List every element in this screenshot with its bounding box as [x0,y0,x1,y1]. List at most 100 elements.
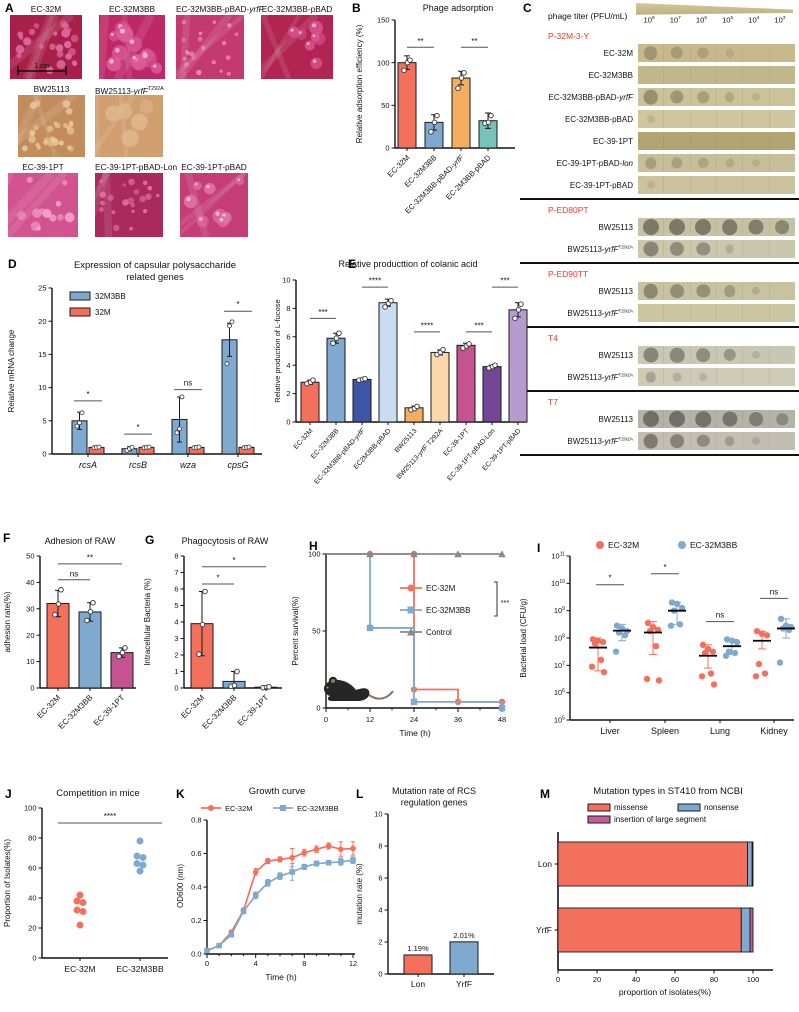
phage-spot [698,157,709,169]
legend-label: EC-32M3BB [297,804,339,813]
data-point [763,632,771,639]
marker [325,843,332,849]
x-axis-label: Time (h) [399,728,430,738]
titer-exp-label: 106 [695,15,707,25]
data-point [710,681,718,688]
sup-el: 6 [704,15,707,20]
data-point [755,660,763,668]
titer-cell [717,66,744,84]
y-tick-label: 20 [28,924,36,933]
plate-label: EC-32M3BB-pBAD-yrfF [176,4,264,15]
titer-cell [691,346,717,364]
titer-cell [770,368,795,386]
titer-cell [717,346,744,364]
y-tick-label: 1 [174,667,178,676]
titer-cell [638,44,665,62]
phage-spot [670,434,684,448]
tspan-el: EC-32M3BB [57,693,95,731]
sup-el: 4 [756,15,760,20]
phage-spot [724,92,735,102]
phage-spot [696,348,711,362]
colony [46,125,54,132]
tspan-el: 9 [562,606,565,612]
titer-cell [664,44,691,62]
y-axis-label: Proportion of Isolates(%) [3,839,12,927]
sig-label: *** [474,321,483,330]
panel-letter-l: L [356,787,364,801]
data-point [485,119,492,126]
x-tick-label: Kidney [760,726,788,736]
circle-el [129,39,135,44]
marker [240,908,247,915]
phage-spot [642,219,659,235]
spot-assay-row: BW25113 [520,218,799,236]
sup-el: 3 [782,15,786,20]
bar [456,344,476,423]
chart-title: Competition in mice [56,788,139,799]
titer-cell [664,432,691,450]
titer-cell [743,176,770,194]
marker [325,859,332,866]
colony [196,215,209,228]
data-point [621,632,629,639]
panel-letter-m: M [540,787,550,801]
legend-swatch [587,815,611,824]
titer-cell [664,410,691,428]
titer-cell [743,218,770,236]
x-tick-label: BW25113-yrfF T292A [396,427,445,480]
assay-strip [638,44,795,62]
sig-label: * [136,423,139,432]
phage-spot [696,284,710,298]
data-point [229,319,235,325]
bar [78,611,102,689]
line-el [261,15,319,75]
titer-cell [770,410,795,428]
strain-label: BW25113-yrfFT292A [567,437,638,446]
titer-cell [691,66,717,84]
bar [221,339,238,455]
data-point [597,656,605,664]
phage-spot [643,46,658,60]
y-tick-label: 0 [286,418,290,427]
strain-label: EC-32M [604,49,638,58]
phage-spot [643,89,658,105]
phage-spot [670,284,684,298]
assay-strip [638,110,795,128]
circle-el [153,64,157,68]
colony [138,49,157,68]
data-point [310,377,316,383]
panel-letter-f: F [3,531,11,545]
y-tick-label: 10 [38,383,46,392]
titer-cell [691,154,717,172]
sup-el: 7 [678,15,681,20]
colony [122,183,126,187]
colony [56,200,61,206]
chart-title: Growth curve [249,786,306,797]
tspan-el: 10 [554,661,562,670]
panel-i-bacterial-load: EC-32M EC-32M3BB Bacterial load (CFU/g) 105… [514,530,799,782]
data-point [202,588,208,595]
strain-label: BW25113 [598,223,638,232]
titer-cell [638,304,665,322]
y-tick-label: 40 [26,578,34,587]
assay-strip [638,218,795,236]
plate-item: EC-39-1PT-pBAD-Lon [95,162,177,237]
colony [66,125,71,130]
x-tick-label: 40 [632,975,640,984]
titer-cell [691,432,717,450]
bar-value-label: 2.01% [453,931,475,940]
x-tick-label: EC-32M3BB [57,693,95,731]
data-point [728,637,736,644]
svg-el: Mutation types in ST410 from NCBI missens… [536,786,773,997]
marker [252,892,259,899]
marker [407,606,415,614]
svg-el: Phage adsorption Relative adsorption effi… [355,3,515,215]
tspan-el: EC-32M [179,693,206,720]
legend-swatch [587,803,611,812]
x-tick-label: 4 [254,959,258,968]
chart-title: Phagocytosis of RAW [182,536,269,546]
titer-cell [717,410,744,428]
data-point [643,675,651,683]
marker [350,845,356,852]
sig-label: ns [70,569,78,578]
